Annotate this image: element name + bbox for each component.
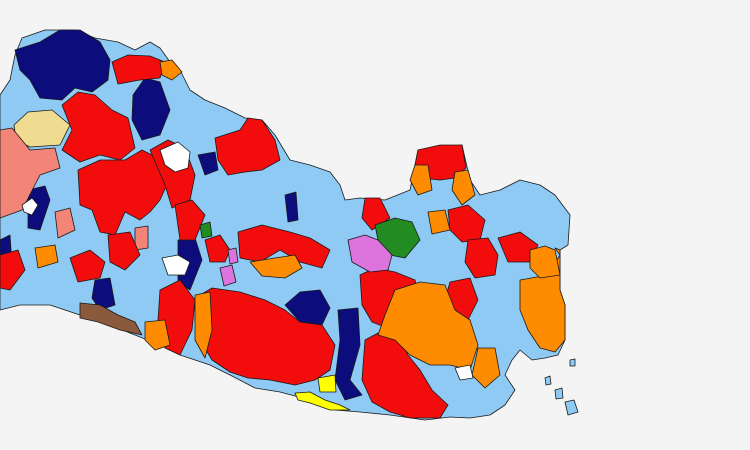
region-navy xyxy=(14,29,111,101)
lake xyxy=(454,364,474,381)
region-red xyxy=(77,149,171,236)
region-salmon xyxy=(54,207,76,239)
region-orange xyxy=(34,244,59,269)
region-navy xyxy=(334,307,363,401)
region-navy xyxy=(284,191,299,223)
region-orchid xyxy=(227,247,239,265)
region-orchid xyxy=(347,234,393,273)
region-green xyxy=(199,221,213,239)
region-orange xyxy=(471,347,501,389)
region-brown xyxy=(79,302,143,336)
lake xyxy=(159,141,191,173)
region-red xyxy=(204,234,231,263)
region-yellow xyxy=(294,391,351,411)
region-navy xyxy=(91,277,116,311)
region-orchid xyxy=(219,264,237,287)
island xyxy=(544,375,552,386)
region-red xyxy=(464,237,499,279)
region-red xyxy=(214,117,281,176)
region-red xyxy=(237,224,331,269)
region-red xyxy=(0,249,26,291)
region-orange xyxy=(427,209,451,235)
region-orange xyxy=(451,169,476,206)
region-navy xyxy=(197,151,219,176)
island xyxy=(564,399,579,416)
lake xyxy=(21,197,39,216)
region-red xyxy=(61,91,136,163)
island xyxy=(569,358,576,367)
region-orange xyxy=(409,164,433,196)
region-salmon xyxy=(134,225,149,251)
region-orange xyxy=(144,319,171,351)
region-orange xyxy=(529,245,561,279)
region-red xyxy=(107,231,141,271)
region-navy xyxy=(27,185,51,231)
region-red xyxy=(194,287,336,386)
region-yellow xyxy=(317,374,337,393)
island xyxy=(554,387,564,400)
lake xyxy=(161,254,191,276)
region-red xyxy=(69,249,106,283)
region-orange xyxy=(249,254,303,279)
region-orange xyxy=(159,59,183,81)
region-salmon xyxy=(0,127,61,219)
region-orange xyxy=(194,291,213,359)
